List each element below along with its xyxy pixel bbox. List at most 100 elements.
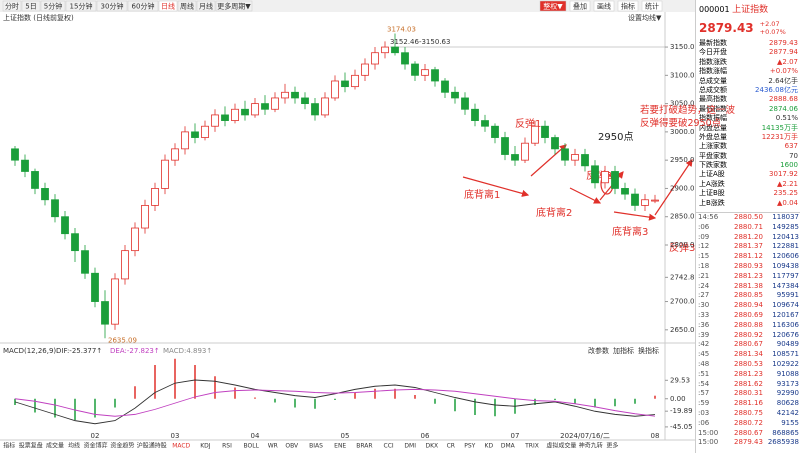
candle-body (561, 148, 569, 161)
cell: :30 (698, 301, 710, 310)
tool[interactable] (593, 0, 615, 12)
cell: 2880.88 (733, 320, 763, 329)
indicator-tab[interactable]: 虚拟成交量 (546, 442, 576, 450)
indicator-tab[interactable]: TRIX (524, 443, 539, 450)
tab-label[interactable]: 更多周期▼ (217, 2, 251, 11)
candle-body (391, 46, 399, 54)
cell: 102922 (772, 359, 800, 368)
candle-body (11, 148, 19, 161)
indicator-tab[interactable]: 沪股通持股 (137, 442, 167, 450)
indicator-tab[interactable]: 成交量 (46, 442, 64, 450)
cell: 93173 (776, 379, 800, 388)
indicator-tab[interactable]: 资金博弈 (84, 442, 108, 450)
tool[interactable] (539, 0, 567, 12)
tick-row: :06 2880.71 149285 (696, 223, 800, 233)
price-box: 2879.43 +2.07 +0.07% (696, 17, 800, 39)
indicator-tab[interactable]: KDJ (200, 443, 211, 450)
setting-button[interactable]: 设置均线▼ (628, 13, 662, 22)
tab[interactable] (196, 0, 216, 12)
cell: 1600 (780, 161, 798, 170)
indicator-tab[interactable]: KD (485, 443, 494, 450)
tab[interactable] (40, 0, 66, 12)
tab[interactable] (21, 0, 41, 12)
tool-label[interactable]: 整权▼ (543, 2, 563, 11)
tab[interactable] (177, 0, 197, 12)
tick-row: :09 2881.20 120413 (696, 233, 800, 243)
indicator-tab[interactable]: WR (268, 443, 278, 450)
indicator-tab[interactable]: DMI (404, 443, 416, 450)
indicator-tab[interactable]: 投票复盘 (19, 442, 43, 450)
tab-label[interactable]: 60分钟 (132, 2, 155, 11)
tab[interactable] (65, 0, 97, 12)
macd-button[interactable]: 换指标 (638, 346, 659, 355)
tool-label[interactable]: 画线 (597, 2, 611, 11)
tab-label[interactable]: 日线 (161, 2, 175, 11)
indicator-tab[interactable]: BIAS (309, 443, 323, 450)
cell: 2.64亿手 (768, 76, 798, 85)
tab[interactable] (96, 0, 128, 12)
macd-button[interactable]: 改参数 (588, 346, 609, 355)
tick-row: :42 2880.67 90489 (696, 340, 800, 350)
y-tick-label: 2650.00 (670, 326, 695, 334)
field-row: 今日开盘 2877.94 (696, 48, 800, 57)
tab-label[interactable]: 30分钟 (101, 2, 124, 11)
cell: 70 (789, 151, 798, 160)
y-tick-label: 3150.00 (670, 43, 695, 51)
candle-body (161, 159, 169, 189)
tab-label[interactable]: 5分钟 (44, 2, 62, 11)
cell: 235.25 (773, 189, 799, 198)
macd-button[interactable]: 加指标 (613, 346, 634, 355)
cell: 2877.94 (769, 48, 798, 57)
tab[interactable] (127, 0, 159, 12)
x-tick-label: 2024/07/16/二 (560, 432, 610, 440)
tab-label[interactable]: 15分钟 (70, 2, 93, 11)
indicator-tab[interactable]: BOLL (243, 443, 259, 450)
indicator-tab[interactable]: PSY (464, 443, 475, 450)
cell: 2881.34 (733, 350, 763, 359)
indicator-tab[interactable]: DKX (425, 443, 438, 450)
cell: 2880.67 (733, 340, 763, 349)
candle-body (591, 165, 599, 184)
indicator-tab[interactable]: 均线 (68, 442, 80, 450)
tool[interactable] (617, 0, 639, 12)
tool-label[interactable]: 叠加 (573, 2, 587, 11)
tool-label[interactable]: 统计 (645, 2, 659, 11)
tab-label[interactable]: 5日 (25, 3, 36, 11)
tab[interactable] (2, 0, 22, 12)
tick-row: :59 2881.16 80628 (696, 399, 800, 409)
indicator-tab[interactable]: OBV (285, 443, 299, 450)
indicator-tab[interactable]: ENE (334, 443, 346, 450)
cell: :48 (698, 359, 710, 368)
tab-label[interactable]: 周线 (180, 2, 194, 11)
cell: ▲2.21 (777, 179, 798, 188)
tool[interactable] (569, 0, 591, 12)
tab[interactable] (215, 0, 253, 12)
cell: 平盘家数 (699, 151, 727, 160)
indicator-tab[interactable]: DMA (501, 443, 516, 450)
indicator-tab[interactable]: BRAR (356, 443, 372, 450)
cell: 2880.93 (733, 262, 763, 271)
indicator-tab[interactable]: MACD (172, 443, 190, 450)
indicator-tab[interactable]: 神奇九转 (579, 442, 603, 450)
candle-body (341, 80, 349, 88)
indicator-tab[interactable]: 资金趋势 (110, 442, 134, 450)
indicator-tab[interactable]: CR (447, 443, 455, 450)
tool[interactable] (641, 0, 663, 12)
cell: 2880.85 (733, 291, 763, 300)
cell: 2436.08亿元 (755, 85, 798, 94)
indicator-tab[interactable]: 更多 (606, 442, 618, 450)
tool-label[interactable]: 指标 (621, 2, 635, 11)
cell: 2881.23 (733, 369, 763, 378)
cell: 指数涨幅 (699, 67, 727, 76)
tab-label[interactable]: 分时 (5, 2, 19, 11)
cell: :12 (698, 242, 710, 251)
fields: 最新指数 2879.43 今日开盘 2877.94 指数涨跌 ▲2.07 指数涨幅 +0.07… (696, 39, 800, 208)
chart-area: 上证指数 (日线前复权) 设置均线▼ 反弹1 2950点 反弹2 底背离1 底背… (0, 0, 699, 450)
tab-label[interactable]: 月线 (199, 2, 213, 11)
indicator-tab[interactable]: 指标 (3, 442, 15, 450)
y-tick-label: 2700.00 (670, 298, 695, 306)
indicator-tab[interactable]: RSI (222, 443, 232, 450)
indicator-tab[interactable]: CCI (384, 443, 394, 450)
candle-body (441, 80, 449, 93)
tab[interactable] (158, 0, 178, 12)
